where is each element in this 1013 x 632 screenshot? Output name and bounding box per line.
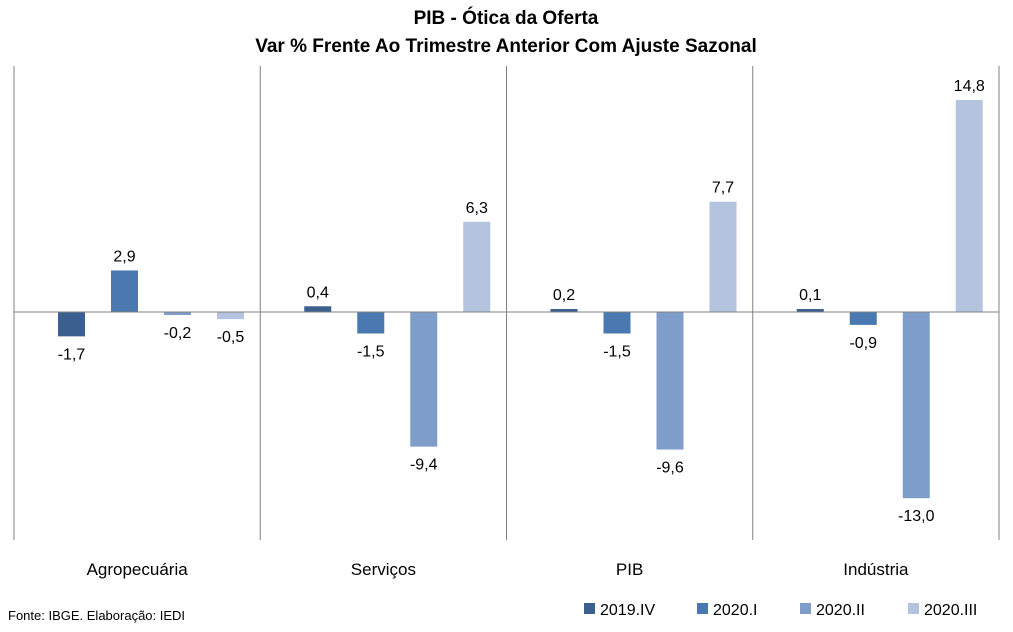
bar-2020.III-PIB	[709, 201, 737, 312]
bar-2019.IV-Serviços	[304, 306, 332, 312]
legend-label: 2020.I	[713, 602, 757, 619]
legend-label: 2020.III	[924, 602, 977, 619]
data-label: 0,1	[799, 287, 821, 304]
legend-swatch-2020.III	[908, 603, 919, 614]
data-label: 2,9	[113, 248, 135, 265]
category-label: Agropecuária	[87, 560, 189, 579]
data-label: -0,9	[849, 335, 877, 352]
legend: 2019.IV 2020.I 2020.II 2020.III	[584, 602, 977, 619]
category-label: Indústria	[843, 560, 909, 579]
data-label: -13,0	[898, 508, 935, 525]
data-label: 0,4	[307, 284, 329, 301]
bar-2020.II-Serviços	[410, 312, 438, 447]
bar-2019.IV-Indústria	[796, 309, 824, 312]
bar-2020.II-Indústria	[902, 312, 930, 499]
bar-2020.II-PIB	[656, 312, 684, 450]
data-label: -1,7	[58, 346, 86, 363]
legend-label: 2020.II	[816, 602, 865, 619]
data-label: -9,4	[410, 457, 438, 474]
data-label: 0,2	[553, 287, 575, 304]
category-label: PIB	[616, 560, 643, 579]
plot-area: -1,7 2,9 -0,2 -0,5 Agropecuária 0,4 -1,5 -9,4 6,…	[13, 66, 1000, 579]
bar-2020.I-Indústria	[849, 312, 877, 325]
data-label: 6,3	[466, 200, 488, 217]
legend-label: 2019.IV	[600, 602, 655, 619]
bar-2019.IV-Agropecuária	[58, 312, 85, 337]
bar-2020.I-PIB	[603, 312, 631, 334]
data-label: -1,5	[603, 343, 631, 360]
bar-2020.III-Indústria	[955, 100, 983, 312]
legend-swatch-2019.IV	[584, 603, 595, 614]
data-label: -0,2	[164, 325, 192, 342]
data-label: 7,7	[712, 180, 734, 197]
bar-2019.IV-PIB	[550, 309, 578, 312]
bar-2020.III-Serviços	[463, 221, 491, 312]
source-note: Fonte: IBGE. Elaboração: IEDI	[8, 608, 185, 623]
data-label: -1,5	[357, 343, 385, 360]
chart-subtitle: Var % Frente Ao Trimestre Anterior Com A…	[255, 36, 757, 57]
legend-swatch-2020.II	[800, 603, 811, 614]
category-label: Serviços	[351, 560, 416, 579]
data-label: -0,5	[217, 329, 245, 346]
bar-2020.II-Agropecuária	[164, 312, 191, 315]
bar-2020.I-Serviços	[357, 312, 385, 334]
data-label: -9,6	[656, 460, 684, 477]
data-label: 14,8	[954, 78, 985, 95]
chart-title: PIB - Ótica da Oferta	[414, 7, 599, 29]
bar-2020.I-Agropecuária	[111, 270, 138, 312]
bar-2020.III-Agropecuária	[217, 312, 244, 320]
legend-swatch-2020.I	[697, 603, 708, 614]
